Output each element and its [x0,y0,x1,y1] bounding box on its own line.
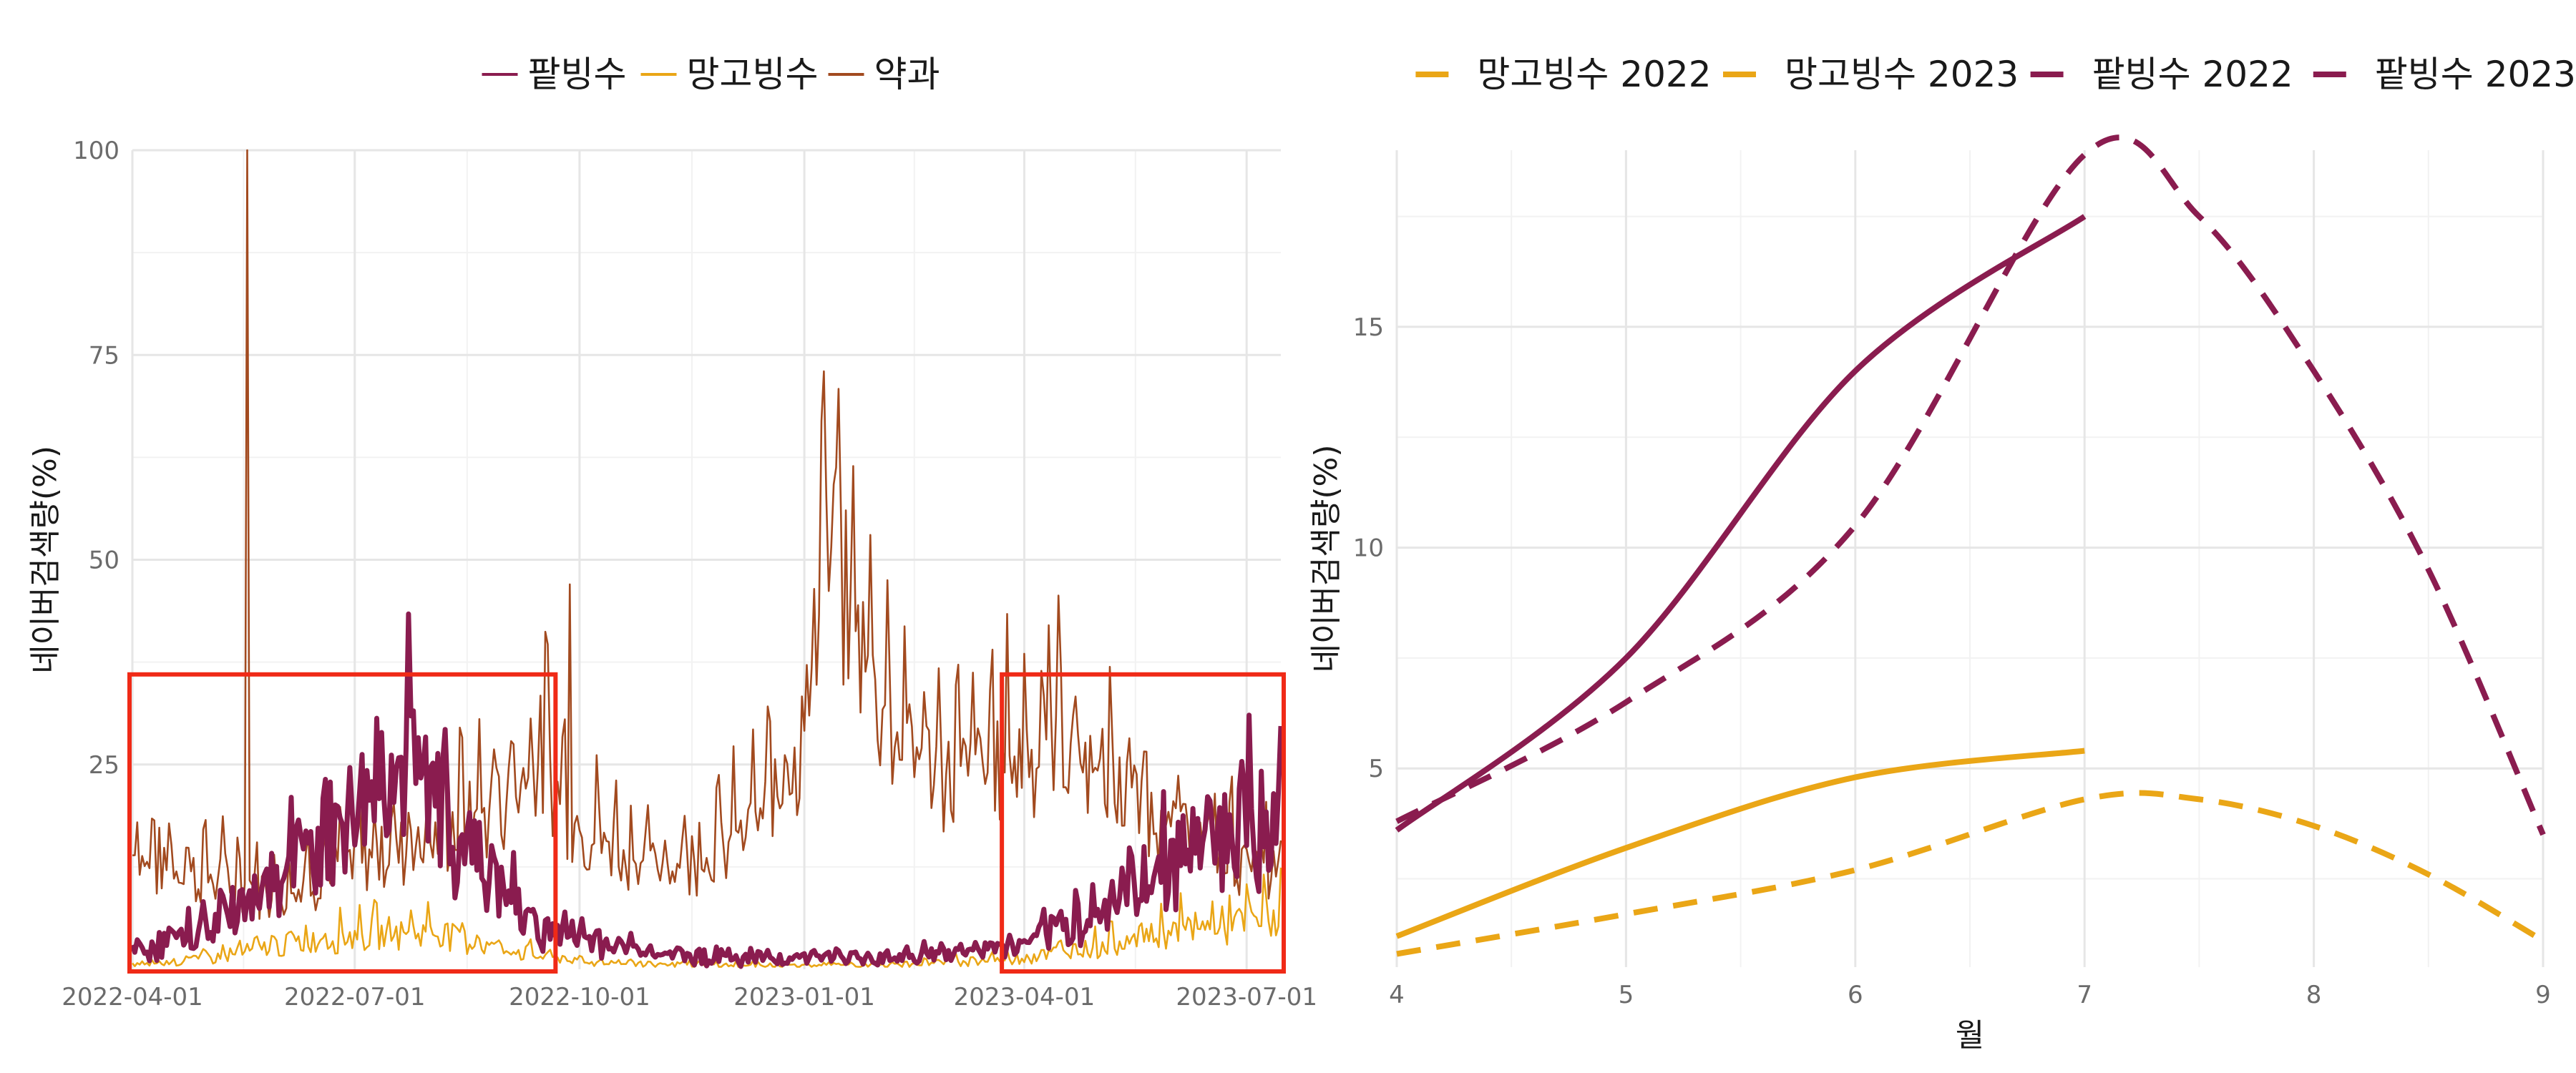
y-tick-label: 5 [1368,755,1384,783]
legend-label-망고빙수-2023: 망고빙수 2023 [1785,54,2019,95]
x-tick-label: 9 [2535,981,2551,1009]
right-chart: 4 5 6 7 8 9 5 10 15 월 네이버검색량(%) 망고빙수 2022 망고빙수 2023 팥… [1308,54,2576,1054]
legend-label-약과: 약과 [874,54,940,95]
y-tick-label: 100 [73,137,119,165]
series-line-약과 [132,149,1282,920]
legend-label-망고빙수-2022: 망고빙수 2022 [1477,54,1711,95]
y-tick-label: 50 [89,547,119,575]
highlight-box-2 [1000,672,1287,974]
series-line-팥빙수-2022 [1395,134,2546,836]
x-tick-label: 4 [1389,981,1405,1009]
y-axis-title: 네이버검색량(%) [1308,444,1345,672]
y-tick-label: 10 [1353,534,1384,563]
legend-label-팥빙수-2022: 팥빙수 2022 [2092,54,2293,95]
left-chart: 2022-04-01 2022-07-01 2022-10-01 2023-01-01… [27,54,1317,1011]
y-axis-title: 네이버검색량(%) [27,446,64,674]
series-line-팥빙수-2023 [1395,214,2087,833]
y-tick-label: 75 [89,341,119,370]
legend-label-팥빙수-2023: 팥빙수 2023 [2375,54,2576,95]
x-tick-label: 2023-07-01 [1176,983,1317,1011]
x-tick-label: 2022-04-01 [62,983,203,1011]
x-tick-label: 2022-07-01 [284,983,426,1011]
legend-label-팥빙수: 팥빙수 [528,54,627,95]
series-line-팥빙수 [130,611,1284,969]
x-tick-label: 2023-04-01 [954,983,1096,1011]
x-tick-label: 5 [1619,981,1634,1009]
y-tick-label: 25 [89,751,119,780]
legend-label-망고빙수: 망고빙수 [687,54,819,95]
series-line-망고빙수-2023 [1395,748,2085,939]
x-tick-label: 6 [1848,981,1863,1009]
x-tick-label: 2022-10-01 [509,983,650,1011]
x-tick-label: 8 [2306,981,2322,1009]
x-tick-label: 2023-01-01 [733,983,875,1011]
x-tick-label: 7 [2077,981,2092,1009]
x-axis-title: 월 [1956,1017,1984,1054]
y-tick-label: 15 [1353,313,1384,342]
highlight-box-1 [127,672,558,974]
